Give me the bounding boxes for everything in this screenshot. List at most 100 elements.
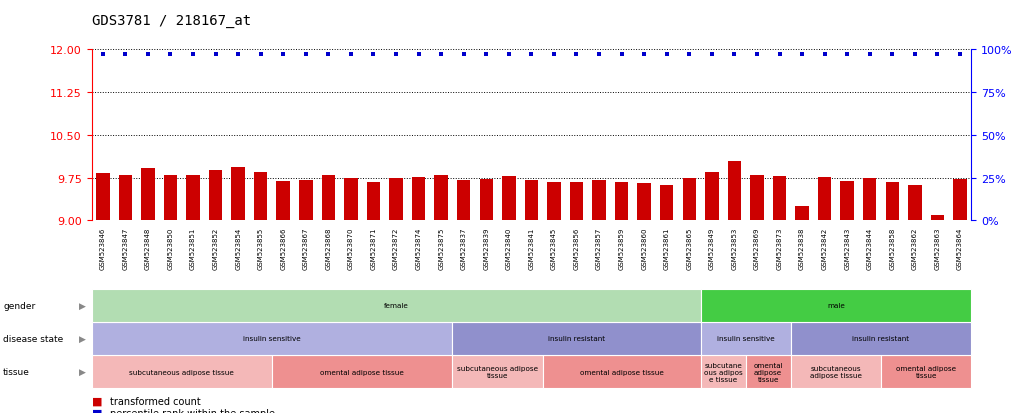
- Point: [704, 51, 720, 58]
- Text: ▶: ▶: [78, 334, 85, 343]
- Bar: [840, 182, 854, 221]
- Text: insulin resistant: insulin resistant: [548, 336, 605, 342]
- Bar: [931, 216, 944, 221]
- Text: ■: ■: [92, 396, 102, 406]
- Point: [771, 51, 787, 58]
- Bar: [208, 171, 223, 221]
- Text: omental adipose tissue: omental adipose tissue: [580, 369, 663, 375]
- Point: [569, 51, 585, 58]
- Point: [952, 51, 968, 58]
- Text: ▶: ▶: [78, 301, 85, 310]
- Text: ■: ■: [92, 408, 102, 413]
- Point: [749, 51, 765, 58]
- Bar: [886, 182, 899, 221]
- Bar: [299, 181, 312, 221]
- Point: [726, 51, 742, 58]
- Bar: [390, 179, 403, 221]
- Point: [298, 51, 314, 58]
- Point: [433, 51, 450, 58]
- Point: [884, 51, 900, 58]
- Text: omental adipose
tissue: omental adipose tissue: [896, 365, 956, 378]
- Point: [207, 51, 224, 58]
- Point: [613, 51, 630, 58]
- Bar: [863, 178, 877, 221]
- Bar: [457, 180, 471, 221]
- Bar: [277, 182, 290, 221]
- Bar: [321, 176, 336, 221]
- Point: [230, 51, 246, 58]
- Text: gender: gender: [3, 301, 36, 310]
- Bar: [96, 173, 110, 221]
- Point: [861, 51, 878, 58]
- Point: [478, 51, 494, 58]
- Point: [500, 51, 517, 58]
- Point: [185, 51, 201, 58]
- Text: omental adipose tissue: omental adipose tissue: [320, 369, 404, 375]
- Point: [117, 51, 133, 58]
- Point: [546, 51, 562, 58]
- Text: insulin resistant: insulin resistant: [852, 336, 909, 342]
- Point: [456, 51, 472, 58]
- Bar: [232, 168, 245, 221]
- Bar: [164, 176, 177, 221]
- Point: [907, 51, 923, 58]
- Bar: [367, 182, 380, 221]
- Text: ▶: ▶: [78, 367, 85, 376]
- Bar: [570, 183, 584, 221]
- Bar: [682, 178, 696, 221]
- Bar: [773, 177, 786, 221]
- Bar: [615, 183, 629, 221]
- Bar: [186, 176, 199, 221]
- Bar: [592, 180, 606, 221]
- Bar: [434, 176, 447, 221]
- Point: [794, 51, 811, 58]
- Bar: [795, 206, 809, 221]
- Point: [320, 51, 337, 58]
- Text: subcutaneous adipose
tissue: subcutaneous adipose tissue: [457, 365, 538, 378]
- Point: [139, 51, 156, 58]
- Point: [659, 51, 675, 58]
- Text: subcutaneous adipose tissue: subcutaneous adipose tissue: [129, 369, 234, 375]
- Bar: [344, 179, 358, 221]
- Point: [681, 51, 698, 58]
- Bar: [141, 169, 155, 221]
- Text: disease state: disease state: [3, 334, 63, 343]
- Bar: [660, 185, 673, 221]
- Point: [636, 51, 652, 58]
- Bar: [479, 179, 493, 221]
- Text: subcutane
ous adipos
e tissue: subcutane ous adipos e tissue: [704, 362, 742, 382]
- Bar: [119, 176, 132, 221]
- Point: [365, 51, 381, 58]
- Point: [163, 51, 179, 58]
- Bar: [953, 179, 967, 221]
- Bar: [727, 161, 741, 221]
- Point: [817, 51, 833, 58]
- Bar: [638, 184, 651, 221]
- Point: [524, 51, 540, 58]
- Text: male: male: [827, 303, 845, 309]
- Text: insulin sensitive: insulin sensitive: [717, 336, 775, 342]
- Text: percentile rank within the sample: percentile rank within the sample: [110, 408, 275, 413]
- Point: [95, 51, 111, 58]
- Point: [276, 51, 292, 58]
- Point: [411, 51, 427, 58]
- Point: [343, 51, 359, 58]
- Bar: [254, 172, 267, 221]
- Bar: [705, 172, 719, 221]
- Point: [387, 51, 404, 58]
- Text: GDS3781 / 218167_at: GDS3781 / 218167_at: [92, 14, 250, 28]
- Bar: [547, 183, 560, 221]
- Bar: [751, 176, 764, 221]
- Bar: [412, 178, 425, 221]
- Bar: [525, 181, 538, 221]
- Point: [252, 51, 268, 58]
- Bar: [818, 178, 831, 221]
- Bar: [908, 185, 921, 221]
- Point: [591, 51, 607, 58]
- Text: tissue: tissue: [3, 367, 29, 376]
- Bar: [502, 176, 516, 221]
- Text: omental
adipose
tissue: omental adipose tissue: [754, 362, 783, 382]
- Text: transformed count: transformed count: [110, 396, 200, 406]
- Point: [839, 51, 855, 58]
- Point: [930, 51, 946, 58]
